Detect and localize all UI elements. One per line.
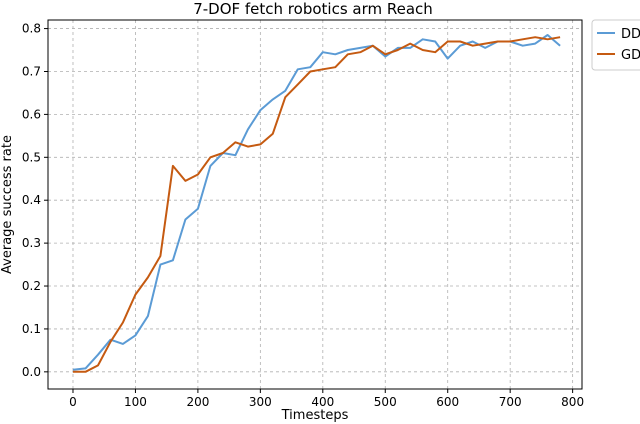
y-axis-ticks: 0.0 0.1 0.2 0.3 0.4 0.5 0.6 0.7 0.8 [22, 22, 48, 379]
series-layer [72, 34, 561, 373]
plot-area-frame [47, 19, 583, 390]
x-axis-label: Timesteps [281, 408, 349, 423]
y-tick-label: 0.3 [22, 236, 41, 250]
series-line-gd [73, 36, 561, 373]
y-tick-label: 0.2 [22, 279, 41, 293]
x-tick-label: 100 [124, 395, 147, 409]
x-tick-label: 300 [249, 395, 272, 409]
y-tick-label: 0.5 [22, 150, 41, 164]
chart-title: 7-DOF fetch robotics arm Reach [193, 0, 433, 18]
y-tick-label: 0.1 [22, 322, 41, 336]
x-axis-ticks: 0 100 200 300 400 500 600 700 800 [69, 389, 584, 409]
x-tick-label: 700 [499, 395, 522, 409]
y-tick-label: 0.8 [22, 22, 41, 36]
legend-label-dd: DD [621, 27, 640, 42]
series-line-dd [72, 34, 561, 371]
x-tick-label: 0 [69, 395, 77, 409]
x-tick-label: 400 [311, 395, 334, 409]
y-tick-label: 0.0 [22, 365, 41, 379]
grid-lines [48, 20, 582, 389]
x-tick-label: 200 [186, 395, 209, 409]
y-tick-label: 0.4 [22, 193, 41, 207]
y-tick-label: 0.7 [22, 64, 41, 78]
x-tick-label: 800 [561, 395, 584, 409]
legend: DD GD [591, 19, 640, 71]
y-tick-label: 0.6 [22, 107, 41, 121]
x-tick-label: 600 [436, 395, 459, 409]
y-axis-label: Average success rate [0, 135, 15, 274]
x-tick-label: 500 [374, 395, 397, 409]
legend-label-gd: GD [621, 48, 640, 63]
